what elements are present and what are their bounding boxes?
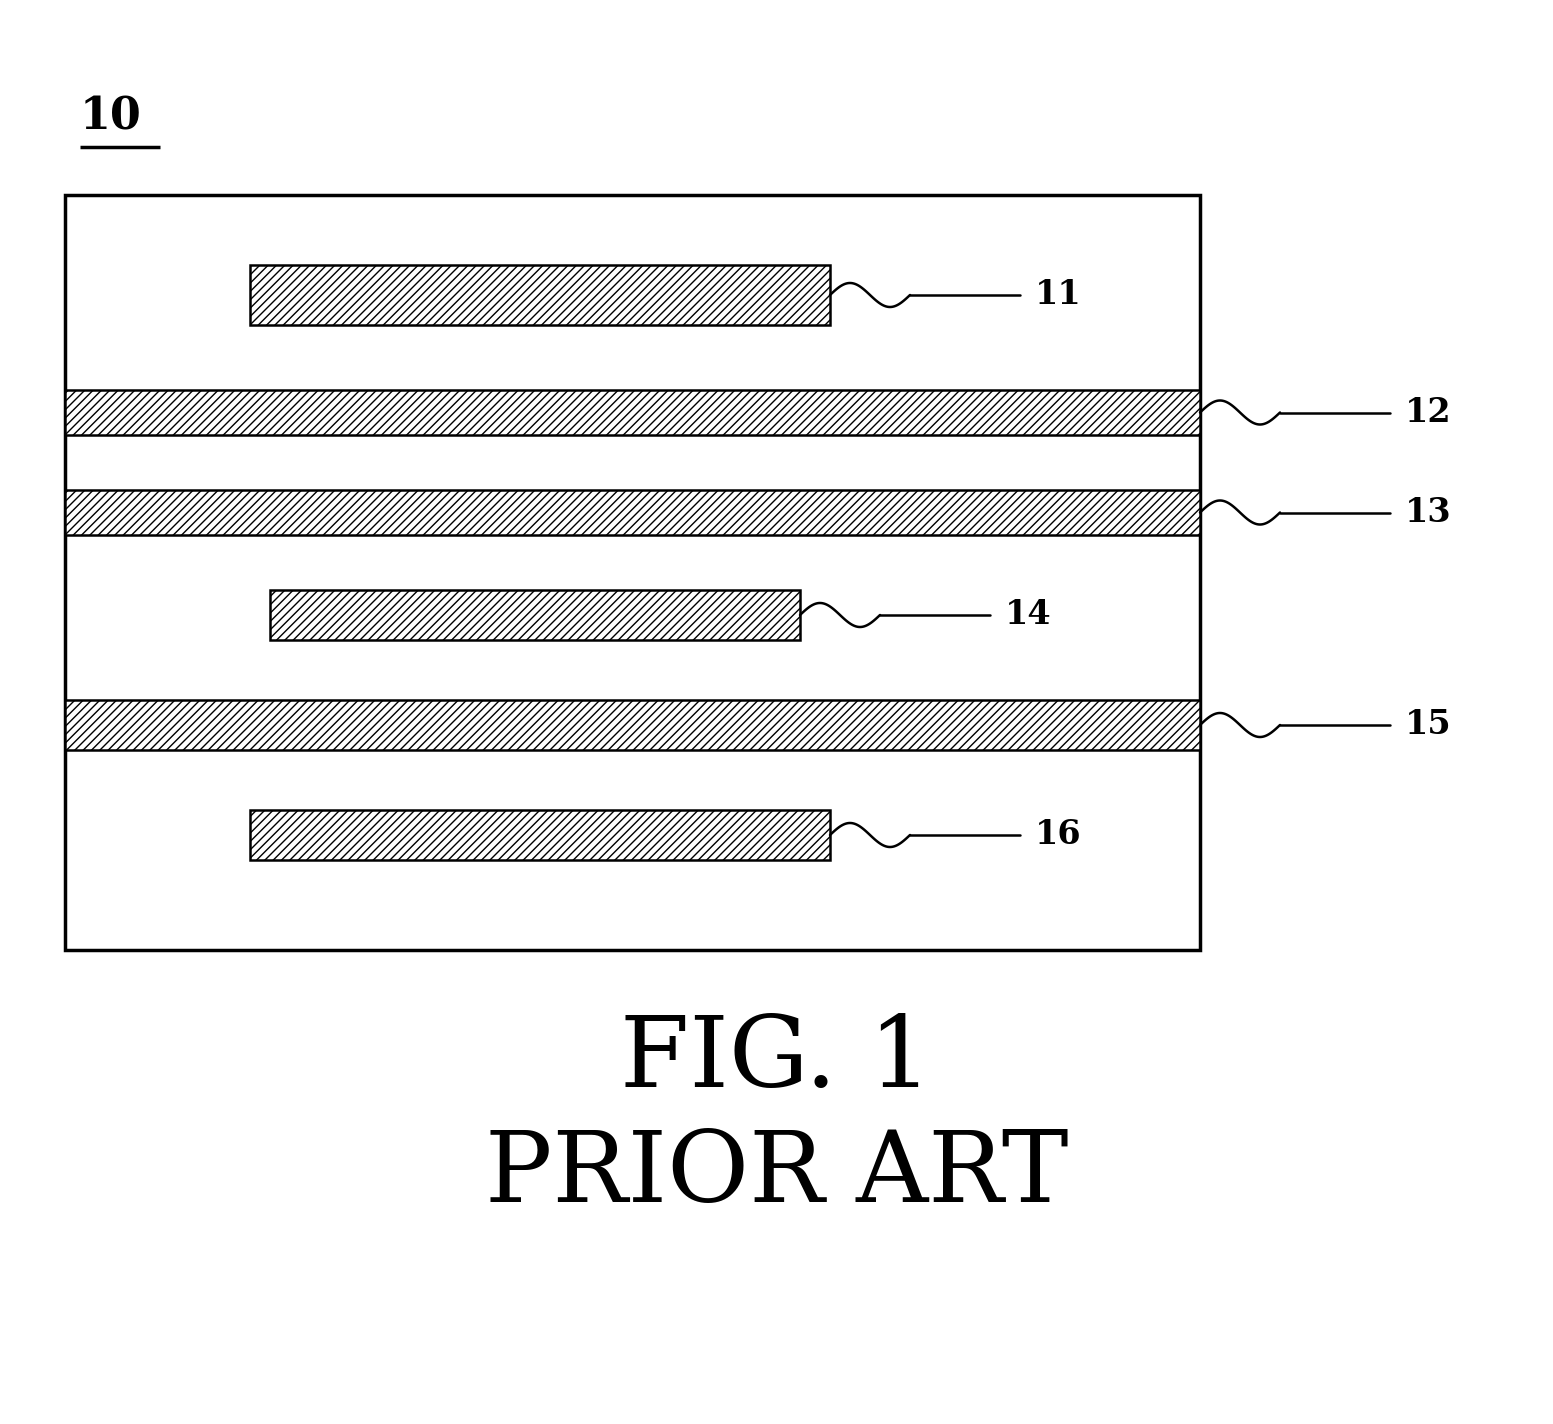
Bar [65,390,1200,434]
Text: 16: 16 [1034,819,1081,852]
Bar [270,590,800,639]
Text: 14: 14 [1005,598,1051,631]
Text: 10: 10 [81,95,141,138]
Bar [65,701,1200,750]
Bar [65,195,1200,950]
Bar [65,490,1200,535]
Text: 11: 11 [1034,279,1082,312]
Text: 13: 13 [1405,496,1452,528]
Bar [250,810,829,860]
Bar [250,265,829,325]
Text: 12: 12 [1405,396,1452,429]
Text: 15: 15 [1405,709,1452,742]
Text: PRIOR ART: PRIOR ART [485,1128,1068,1223]
Text: FIG. 1: FIG. 1 [620,1012,933,1108]
